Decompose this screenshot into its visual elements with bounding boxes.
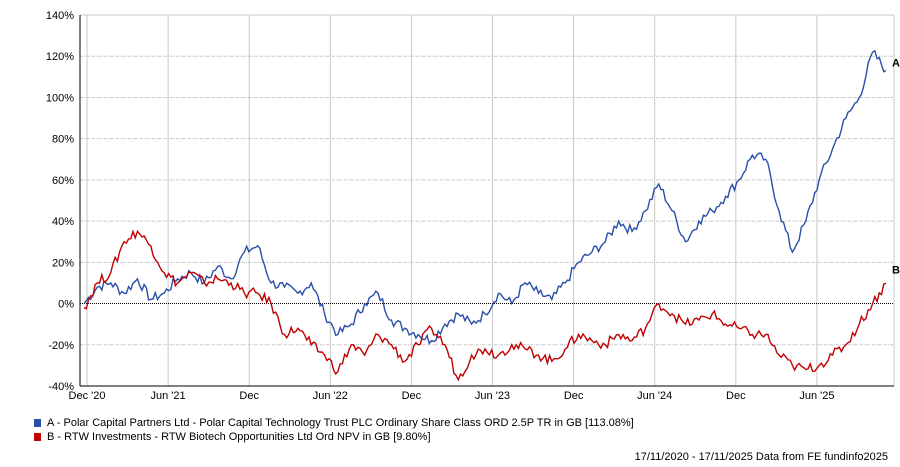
x-tick-label: Dec '20 <box>69 390 106 402</box>
y-tick-label: 120% <box>46 51 74 63</box>
date-range-source: 17/11/2020 - 17/11/2025 Data from FE fun… <box>634 451 888 463</box>
y-tick-label: 20% <box>52 257 74 269</box>
x-tick-label: Jun '25 <box>799 390 834 402</box>
y-tick-label: 40% <box>52 216 74 228</box>
legend-item-b: B - RTW Investments - RTW Biotech Opport… <box>34 431 431 443</box>
legend-label-a: A - Polar Capital Partners Ltd - Polar C… <box>47 417 634 429</box>
legend-swatch-a <box>34 419 41 427</box>
x-tick-label: Dec <box>726 390 746 402</box>
series-line-b <box>83 229 887 382</box>
series-end-label-b: B <box>892 264 900 276</box>
y-tick-label: 60% <box>52 175 74 187</box>
y-tick-label: 100% <box>46 92 74 104</box>
x-tick-label: Dec <box>402 390 422 402</box>
series-end-label-a: A <box>892 57 900 69</box>
legend-item-a: A - Polar Capital Partners Ltd - Polar C… <box>34 417 634 429</box>
y-tick-label: 0% <box>58 299 74 311</box>
legend-swatch-b <box>34 433 41 441</box>
y-tick-label: 80% <box>52 134 74 146</box>
y-tick-label: -40% <box>48 381 74 393</box>
x-tick-label: Jun '24 <box>637 390 672 402</box>
legend-label-b: B - RTW Investments - RTW Biotech Opport… <box>47 431 431 443</box>
performance-chart: -40% -20% 0% 20% 40% 60% 80% 100% 120% 140% Dec '2… <box>46 10 900 402</box>
y-tick-label: -20% <box>48 340 74 352</box>
y-tick-label: 140% <box>46 10 74 22</box>
x-tick-label: Dec <box>239 390 259 402</box>
x-tick-label: Jun '21 <box>151 390 186 402</box>
series-line-a <box>83 49 887 345</box>
x-tick-label: Jun '22 <box>313 390 348 402</box>
x-tick-label: Dec <box>564 390 584 402</box>
x-tick-label: Jun '23 <box>475 390 510 402</box>
